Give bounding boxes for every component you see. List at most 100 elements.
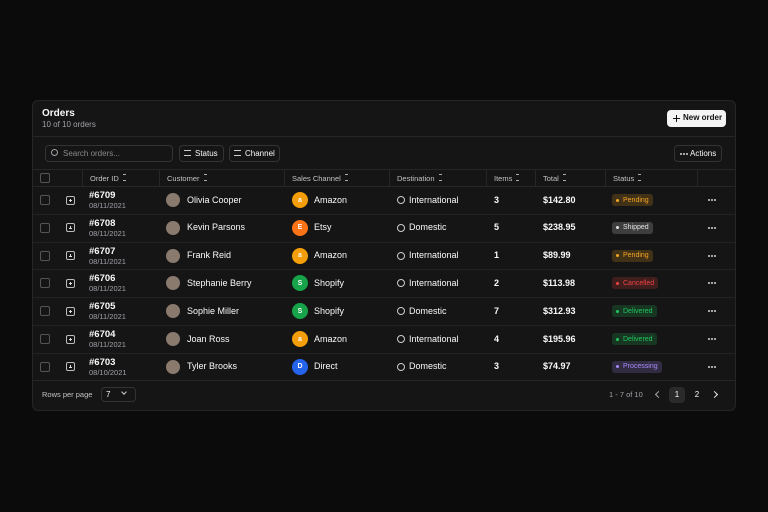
order-date: 08/11/2021 — [89, 256, 126, 266]
channel-badge — [292, 192, 308, 208]
items: 4 — [494, 333, 500, 344]
row-checkbox[interactable] — [40, 250, 50, 261]
destination: International — [409, 333, 459, 344]
dot — [714, 282, 716, 285]
avatar — [166, 248, 180, 263]
expand-icon[interactable] — [66, 362, 75, 372]
dot — [714, 310, 716, 313]
column-header[interactable]: Sales Channel — [292, 174, 348, 183]
items: 5 — [494, 222, 500, 233]
expand-v — [70, 198, 71, 202]
destination-icon — [397, 223, 405, 232]
column-separator — [82, 170, 83, 186]
items: 2 — [494, 277, 500, 288]
expand-icon[interactable] — [66, 195, 75, 205]
total: $312.93 — [543, 305, 576, 316]
channel-badge — [292, 275, 308, 292]
filter-button[interactable] — [229, 145, 280, 162]
footer-divider — [33, 380, 735, 381]
column-header[interactable]: Total — [543, 174, 566, 183]
row-checkbox[interactable] — [40, 222, 50, 233]
customer-name: Olivia Cooper — [187, 194, 242, 205]
actions-label: Actions — [690, 149, 717, 158]
channel-name: Amazon — [314, 250, 348, 261]
order-id: #6707 — [89, 245, 116, 257]
channel-initial: S — [297, 307, 303, 315]
channel-initial: a — [298, 196, 302, 204]
expand-icon[interactable] — [66, 251, 75, 261]
filter-icon — [234, 150, 241, 156]
channel-initial: a — [298, 335, 302, 343]
dot — [711, 365, 713, 368]
column-header[interactable]: Items — [494, 174, 520, 183]
destination: Domestic — [409, 222, 447, 233]
column-header[interactable]: Status — [613, 174, 642, 183]
expand-v — [70, 365, 71, 369]
order-id: #6709 — [89, 190, 116, 201]
expand-icon[interactable] — [66, 223, 75, 233]
channel-initial: D — [297, 363, 303, 371]
column-header[interactable]: Destination — [397, 174, 442, 183]
channel-name: Amazon — [314, 333, 348, 344]
row-checkbox[interactable] — [40, 334, 50, 344]
destination-icon — [397, 251, 405, 260]
dot — [708, 282, 710, 285]
status-pill: Delivered — [612, 305, 657, 318]
page-number[interactable]: 2 — [694, 390, 700, 399]
subtitle: 10 of 10 orders — [42, 120, 96, 129]
row-divider — [33, 325, 735, 326]
row-divider — [33, 297, 735, 299]
row-checkbox[interactable] — [40, 278, 50, 289]
row-checkbox[interactable] — [40, 361, 50, 372]
row-checkbox[interactable] — [40, 195, 50, 205]
destination: International — [409, 250, 459, 261]
expand-icon[interactable] — [66, 278, 75, 288]
items: 1 — [494, 250, 500, 261]
customer-name: Kevin Parsons — [187, 222, 246, 233]
dot — [711, 199, 713, 201]
dot — [708, 226, 710, 229]
column-separator — [697, 170, 698, 186]
filter-label: Status — [195, 149, 218, 158]
order-date: 08/10/2021 — [89, 367, 127, 377]
new-order-button[interactable] — [667, 110, 726, 127]
search-placeholder: Search orders... — [63, 149, 120, 158]
rows-per-page-select[interactable] — [101, 387, 136, 402]
avatar — [166, 304, 180, 319]
filter-button[interactable] — [179, 145, 224, 162]
row-checkbox[interactable] — [40, 306, 50, 317]
row-divider — [33, 352, 735, 354]
status-pill: Pending — [612, 249, 653, 262]
column-separator — [389, 170, 390, 186]
total: $142.80 — [543, 194, 576, 205]
column-separator — [605, 170, 606, 186]
order-date: 08/11/2021 — [89, 201, 126, 210]
channel-name: Amazon — [314, 194, 348, 205]
dot — [708, 310, 710, 313]
dot — [714, 254, 716, 257]
column-separator — [486, 170, 487, 186]
destination: Domestic — [409, 305, 447, 316]
column-header[interactable]: Customer — [167, 174, 207, 183]
expand-icon[interactable] — [66, 306, 75, 316]
avatar — [166, 220, 180, 235]
destination-icon — [397, 335, 405, 343]
order-id: #6705 — [89, 301, 116, 313]
search-box[interactable] — [45, 145, 173, 162]
channel-initial: a — [298, 252, 302, 260]
page-number[interactable]: 1 — [674, 390, 680, 399]
header-checkbox[interactable] — [40, 173, 50, 183]
dot — [708, 199, 710, 201]
dot — [708, 254, 710, 257]
dot — [714, 338, 716, 340]
dot — [683, 153, 685, 155]
dot — [680, 153, 682, 155]
expand-icon[interactable] — [66, 334, 75, 344]
order-date: 08/11/2021 — [89, 228, 126, 238]
customer-name: Joan Ross — [187, 333, 230, 344]
column-header[interactable]: Order ID — [90, 174, 126, 183]
actions-button[interactable] — [674, 145, 722, 162]
destination: International — [409, 277, 459, 288]
dot — [714, 365, 716, 368]
destination-icon — [397, 362, 405, 371]
